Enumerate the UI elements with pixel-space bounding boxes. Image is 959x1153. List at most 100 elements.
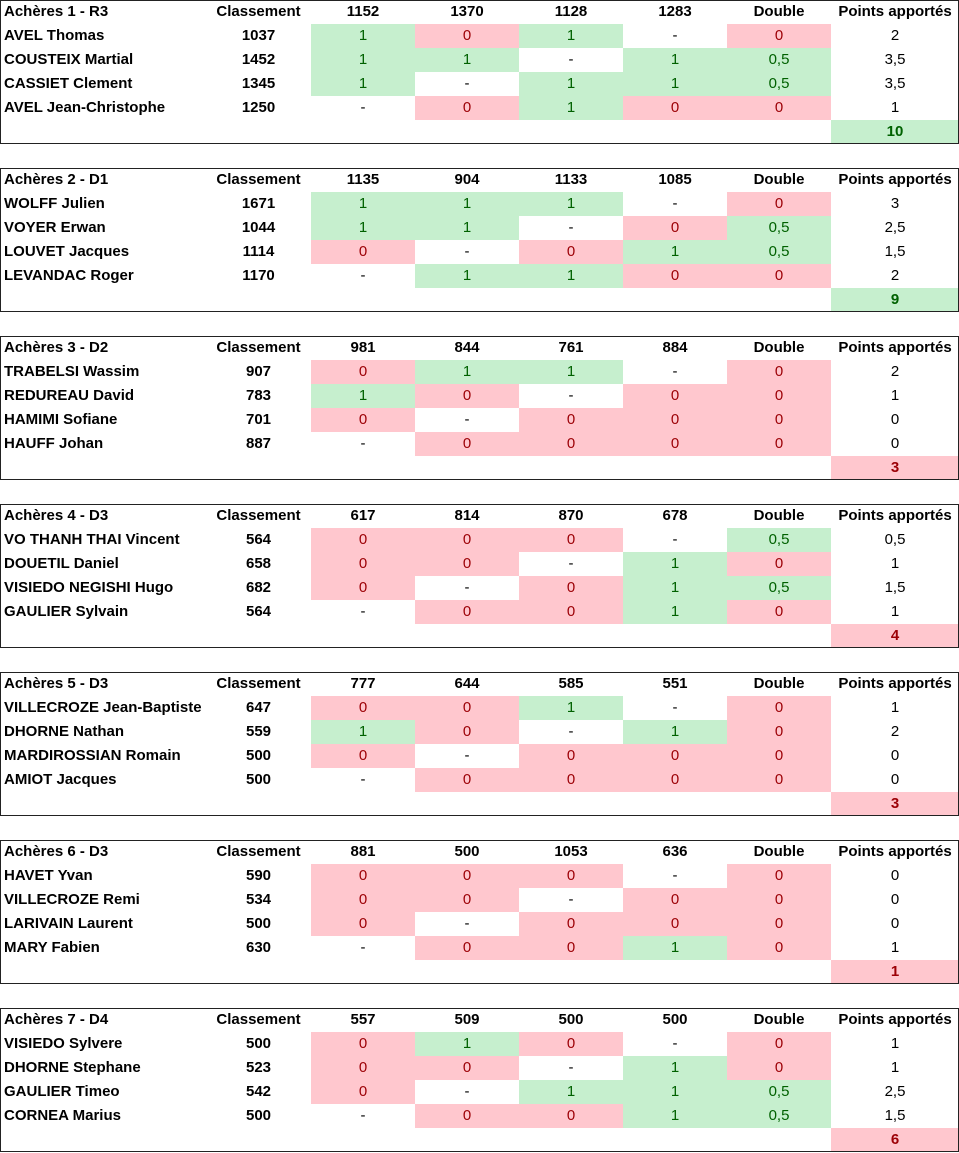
match-result-cell: -	[360, 939, 366, 956]
match-result-cell: 0	[623, 408, 727, 432]
player-rank: 682	[245, 579, 272, 596]
player-rank: 1452	[241, 51, 276, 68]
match-result-cell: 0	[415, 432, 519, 456]
match-result-cell: 0	[311, 744, 415, 768]
match-result-cell: 1	[623, 1104, 727, 1128]
rank-header: Classement	[216, 1011, 301, 1028]
match-result-cell: 1	[623, 240, 727, 264]
match-result-cell: 1	[519, 96, 623, 120]
player-row: LARIVAIN Laurent 500 0-0 0 0 0	[0, 912, 959, 936]
double-result-cell: 0,5	[727, 216, 831, 240]
player-rank: 701	[245, 411, 272, 428]
match-result-cell: 1	[311, 24, 415, 48]
opponent-rank-header: 761	[558, 339, 584, 356]
border-top	[0, 0, 959, 1]
player-points: 0	[890, 891, 900, 908]
match-result-cell: -	[464, 243, 470, 260]
match-result-cell: 0	[415, 96, 519, 120]
team-total: 10	[831, 120, 959, 144]
match-result-cell: 1	[415, 48, 519, 72]
match-result-cell: 0	[519, 864, 623, 888]
opponent-rank-header: 557	[350, 1011, 376, 1028]
team-header-row: Achères 6 - D3 Classement 881 500 1053 636 Dou…	[0, 840, 959, 864]
match-result-cell: -	[360, 267, 366, 284]
opponent-rank-header: 1128	[554, 3, 588, 20]
match-result-cell: 1	[519, 192, 623, 216]
match-result-cell: 0	[519, 528, 623, 552]
player-row: VILLECROZE Remi 534 0 0-0 0 0	[0, 888, 959, 912]
match-result-cell: 1	[311, 720, 415, 744]
border-left	[0, 840, 1, 984]
points-header: Points apportés	[838, 3, 952, 20]
match-result-cell: -	[360, 603, 366, 620]
team-block: Achères 1 - R3 Classement 1152 1370 1128 1283…	[0, 0, 959, 144]
border-top	[0, 1008, 959, 1009]
opponent-rank-header: 1133	[554, 171, 588, 188]
player-rank: 1170	[242, 267, 275, 284]
border-bottom	[0, 311, 959, 312]
opponent-rank-header: 509	[454, 1011, 480, 1028]
match-result-cell: 0	[415, 888, 519, 912]
match-result-cell: -	[672, 27, 678, 44]
team-header-row: Achères 7 - D4 Classement 557 509 500 500 Doub…	[0, 1008, 959, 1032]
match-result-cell: 0	[519, 768, 623, 792]
match-result-cell: -	[568, 387, 574, 404]
double-result-cell: 0	[727, 1032, 831, 1056]
border-left	[0, 1008, 1, 1152]
player-row: CASSIET Clement 1345 1-1 1 0,5 3,5	[0, 72, 959, 96]
rank-header: Classement	[216, 339, 301, 356]
player-points: 2	[890, 363, 900, 380]
double-result-cell: 0	[727, 1056, 831, 1080]
match-result-cell: 1	[311, 384, 415, 408]
match-result-cell: 0	[519, 912, 623, 936]
player-name: AVEL Jean-Christophe	[4, 99, 166, 116]
rank-header: Classement	[216, 3, 301, 20]
match-result-cell: 1	[623, 1056, 727, 1080]
border-bottom	[0, 143, 959, 144]
opponent-rank-header: 881	[350, 843, 376, 860]
match-result-cell: 0	[311, 1056, 415, 1080]
team-total: 1	[831, 960, 959, 984]
player-row: VISIEDO NEGISHI Hugo 682 0-0 1 0,5 1,5	[0, 576, 959, 600]
border-left	[0, 0, 1, 144]
double-result-cell: 0	[727, 600, 831, 624]
border-bottom	[0, 479, 959, 480]
border-bottom	[0, 983, 959, 984]
player-name: CORNEA Marius	[4, 1107, 121, 1124]
match-result-cell: 0	[311, 1032, 415, 1056]
opponent-rank-header: 500	[454, 843, 480, 860]
match-result-cell: -	[672, 867, 678, 884]
player-rank: 564	[245, 603, 272, 620]
team-name: Achères 1 - R3	[4, 3, 109, 20]
opponent-rank-header: 500	[662, 1011, 688, 1028]
player-name: MARDIROSSIAN Romain	[4, 747, 181, 764]
match-result-cell: 0	[623, 96, 727, 120]
player-row: HAUFF Johan 887-0 0 0 0 0	[0, 432, 959, 456]
player-name: DHORNE Stephane	[4, 1059, 141, 1076]
player-row: VO THANH THAI Vincent 564 0 0 0-0,5 0,5	[0, 528, 959, 552]
border-bottom	[0, 815, 959, 816]
match-result-cell: 0	[311, 552, 415, 576]
player-name: AVEL Thomas	[4, 27, 105, 44]
player-name: VILLECROZE Remi	[4, 891, 140, 908]
border-top	[0, 504, 959, 505]
opponent-rank-header: 617	[350, 507, 376, 524]
match-result-cell: 0	[519, 936, 623, 960]
match-result-cell: 0	[519, 1104, 623, 1128]
match-result-cell: -	[360, 435, 366, 452]
player-rank: 1114	[242, 243, 275, 260]
match-result-cell: 1	[623, 576, 727, 600]
points-header: Points apportés	[838, 507, 952, 524]
points-header: Points apportés	[838, 675, 952, 692]
match-result-cell: -	[464, 915, 470, 932]
team-block: Achères 2 - D1 Classement 1135 904 1133 1085 D…	[0, 168, 959, 312]
match-result-cell: -	[568, 555, 574, 572]
border-top	[0, 336, 959, 337]
player-points: 1,5	[884, 1107, 906, 1124]
player-name: MARY Fabien	[4, 939, 100, 956]
match-result-cell: 0	[623, 744, 727, 768]
match-result-cell: -	[360, 771, 366, 788]
match-result-cell: -	[568, 891, 574, 908]
team-total: 3	[831, 456, 959, 480]
player-name: VISIEDO Sylvere	[4, 1035, 123, 1052]
